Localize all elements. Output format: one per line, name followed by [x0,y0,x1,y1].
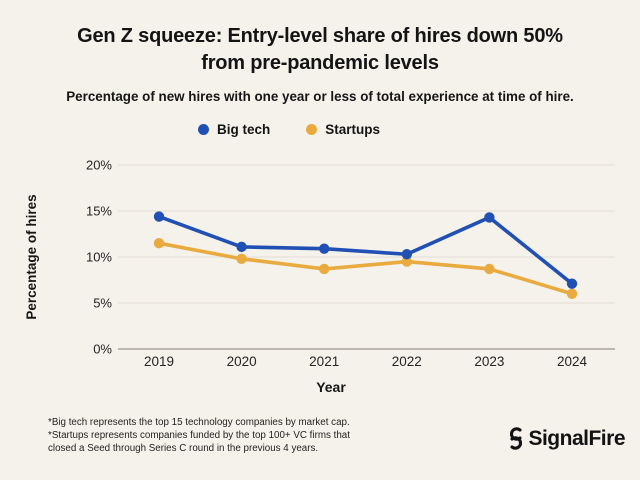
line-chart-plot: 0% 5% 10% 15% 20% 2019 2020 2021 2022 2023 2024 Yea… [24,158,615,395]
svg-text:Percentage of hires: Percentage of hires [24,194,39,319]
chart-legend: Big tech Startups [0,122,578,137]
legend-label-big-tech: Big tech [216,122,271,137]
signalfire-logo: SignalFire [505,426,625,451]
svg-text:5%: 5% [93,296,112,311]
chart-subtitle: Percentage of new hires with one year or… [66,89,574,104]
svg-text:0%: 0% [93,342,112,357]
svg-text:2023: 2023 [474,354,504,369]
svg-text:2020: 2020 [227,354,257,369]
svg-text:Year: Year [316,379,346,395]
svg-text:10%: 10% [86,250,112,265]
signalfire-logo-icon [510,427,523,450]
footnote-text: *Big tech represents the top 15 technolo… [48,417,350,454]
signalfire-logo-text: SignalFire [528,426,625,450]
chart-title: Gen Z squeeze: Entry-level share of hire… [77,25,563,74]
svg-text:2021: 2021 [309,354,339,369]
svg-text:2019: 2019 [144,354,174,369]
legend-item-big-tech: Big tech [197,122,271,137]
svg-text:20%: 20% [86,158,112,173]
legend-label-startups: Startups [325,122,381,137]
big-tech-legend-dot-icon [197,124,209,135]
svg-text:2022: 2022 [392,354,422,369]
startups-legend-dot-icon [306,124,318,135]
svg-text:2024: 2024 [557,354,588,369]
svg-text:15%: 15% [86,204,112,219]
legend-item-startups: Startups [306,122,380,137]
